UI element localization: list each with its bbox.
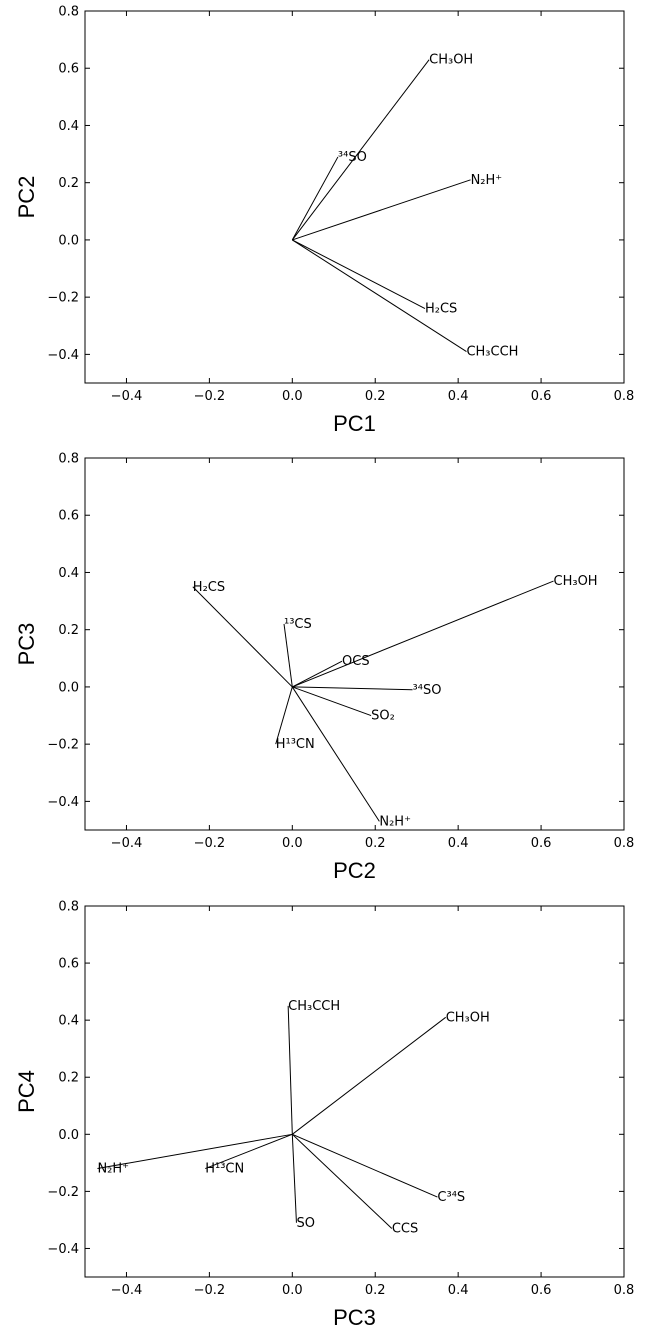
y-tick-label: 0.0	[58, 1128, 79, 1143]
vector-label: CH₃OH	[429, 53, 473, 68]
vector-label: N₂H⁺	[97, 1162, 129, 1177]
loading-vector	[205, 1133, 293, 1170]
loading-vector	[292, 686, 372, 717]
y-tick-label: 0.2	[58, 1071, 79, 1086]
vector-label: N₂H⁺	[379, 814, 411, 829]
y-tick-label: 0.8	[58, 452, 79, 467]
y-tick-label: −0.2	[47, 1185, 79, 1200]
vector-label: CH₃CCH	[288, 999, 340, 1014]
vector-label: ³⁴SO	[413, 683, 442, 698]
loading-vector	[292, 1016, 447, 1135]
loading-vector	[291, 1134, 297, 1223]
pca-panel-3: −0.4 −0.2 0.0 0.2 0.4 0.6 0.8 −0.4 −0.2 0.0 0.2 0.4…	[14, 900, 634, 1331]
x-tick-label: 0.2	[365, 1283, 386, 1298]
vector-label: ¹³CS	[284, 617, 312, 632]
x-tick-label: 0.2	[365, 836, 386, 851]
vector-label: CH₃OH	[554, 574, 598, 589]
vector-label: H¹³CN	[205, 1162, 244, 1177]
y-tick-label: −0.4	[47, 348, 79, 363]
vector-label: CH₃CCH	[466, 345, 518, 360]
vector-label: C³⁴S	[437, 1190, 465, 1205]
loading-vector	[287, 1005, 293, 1135]
loading-vector	[291, 1133, 393, 1229]
y-tick-label: −0.4	[47, 795, 79, 810]
y-tick-label: 0.4	[58, 119, 79, 134]
loading-vector	[292, 239, 467, 352]
x-tick-label: 0.2	[365, 389, 386, 404]
loading-vector	[292, 580, 554, 688]
x-tick-label: 0.6	[531, 1283, 552, 1298]
x-tick-label: 0.8	[614, 389, 635, 404]
x-axis-label: PC3	[333, 1305, 376, 1330]
x-tick-label: 0.4	[448, 1283, 469, 1298]
loading-vector	[292, 179, 471, 241]
x-tick-label: 0.8	[614, 836, 635, 851]
y-tick-label: 0.0	[58, 680, 79, 695]
loading-vector	[275, 686, 293, 745]
x-tick-label: 0.6	[531, 836, 552, 851]
x-tick-label: 0.4	[448, 389, 469, 404]
vector-label: H₂CS	[425, 302, 457, 317]
y-tick-label: 0.8	[58, 900, 79, 915]
vector-label: H¹³CN	[276, 737, 315, 752]
pca-panel-2: −0.4 −0.2 0.0 0.2 0.4 0.6 0.8 −0.4 −0.2 0.0 0.2 0.4…	[14, 452, 634, 884]
y-tick-label: −0.2	[47, 738, 79, 753]
loading-vector	[292, 239, 426, 310]
loading-vector	[97, 1133, 293, 1170]
y-tick-label: 0.6	[58, 509, 79, 524]
vector-label: OCS	[342, 654, 370, 669]
y-axis-label: PC2	[14, 176, 39, 219]
x-tick-label: −0.4	[111, 836, 143, 851]
x-tick-label: −0.4	[111, 389, 143, 404]
loading-vector	[291, 59, 430, 241]
vector-label: H₂CS	[193, 580, 225, 595]
y-tick-label: 0.2	[58, 176, 79, 191]
y-axis-label: PC4	[14, 1070, 39, 1113]
x-tick-label: −0.2	[194, 836, 226, 851]
loading-vector	[291, 686, 380, 822]
x-tick-label: −0.2	[194, 389, 226, 404]
y-tick-label: 0.4	[58, 566, 79, 581]
y-tick-label: −0.4	[47, 1242, 79, 1257]
y-tick-label: 0.2	[58, 623, 79, 638]
vector-label: N₂H⁺	[471, 173, 503, 188]
y-tick-label: 0.6	[58, 957, 79, 972]
loading-vector	[283, 623, 293, 687]
plot-frame	[84, 10, 625, 384]
x-axis-label: PC1	[333, 411, 376, 436]
loading-vector	[292, 660, 343, 688]
loading-vector	[192, 586, 293, 688]
y-tick-label: 0.6	[58, 62, 79, 77]
vector-label: SO	[296, 1216, 314, 1231]
loading-vector	[292, 1133, 438, 1198]
pca-panel-1: −0.4 −0.2 0.0 0.2 0.4 0.6 0.8 −0.4 −0.2 0.0 0.2 0.4…	[14, 5, 634, 437]
y-tick-label: −0.2	[47, 291, 79, 306]
x-tick-label: −0.4	[111, 1283, 143, 1298]
loading-vector	[291, 156, 339, 241]
x-tick-label: 0.4	[448, 836, 469, 851]
x-axis-label: PC2	[333, 858, 376, 883]
x-tick-label: −0.2	[194, 1283, 226, 1298]
x-tick-label: 0.6	[531, 389, 552, 404]
plot-frame	[84, 905, 625, 1278]
y-axis-label: PC3	[14, 623, 39, 666]
y-tick-label: 0.0	[58, 233, 79, 248]
loading-vector	[292, 686, 413, 691]
y-tick-label: 0.4	[58, 1014, 79, 1029]
x-tick-label: 0.0	[282, 1283, 303, 1298]
x-tick-label: 0.0	[282, 389, 303, 404]
x-tick-label: 0.0	[282, 836, 303, 851]
y-tick-label: 0.8	[58, 5, 79, 20]
x-tick-label: 0.8	[614, 1283, 635, 1298]
vector-label: CH₃OH	[446, 1010, 490, 1025]
vector-label: ³⁴SO	[338, 150, 367, 165]
vector-label: SO₂	[371, 709, 395, 724]
plot-frame	[84, 457, 625, 831]
vector-label: CCS	[392, 1221, 418, 1236]
